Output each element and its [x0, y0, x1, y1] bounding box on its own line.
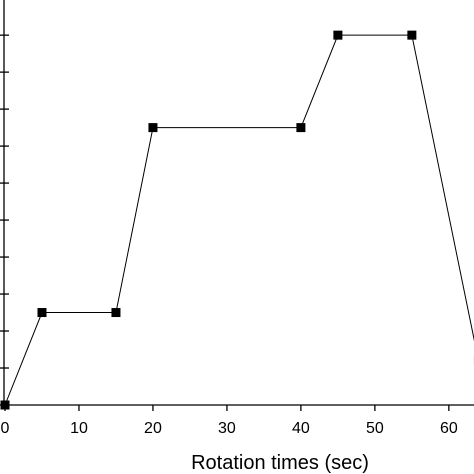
x-tick-label: 10: [70, 420, 88, 437]
x-tick-label: 30: [218, 420, 236, 437]
point-marker: [37, 308, 47, 318]
x-tick-label: 60: [440, 420, 458, 437]
point-marker: [111, 308, 121, 318]
series-line: [4, 34, 474, 406]
x-tick-label: 0: [1, 420, 10, 437]
x-tick-label: 50: [366, 420, 384, 437]
point-marker: [407, 30, 417, 40]
point-marker: [333, 30, 343, 40]
x-tick-label: 20: [144, 420, 162, 437]
point-marker: [296, 123, 306, 133]
x-tick-label: 40: [292, 420, 310, 437]
point-marker: [148, 123, 158, 133]
plot-area: [0, 30, 474, 410]
x-axis-title: Rotation times (sec): [191, 452, 369, 474]
